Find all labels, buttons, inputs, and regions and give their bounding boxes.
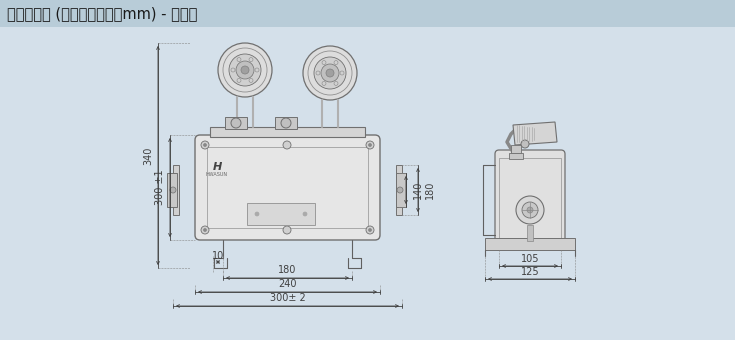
Polygon shape xyxy=(513,122,557,145)
Circle shape xyxy=(283,141,291,149)
Circle shape xyxy=(231,118,241,128)
Text: 180: 180 xyxy=(279,265,297,275)
Bar xyxy=(167,173,177,207)
Circle shape xyxy=(218,43,272,97)
Text: 300 ±1: 300 ±1 xyxy=(155,170,165,205)
Text: 外形示意图 (所有尺寸单位为mm) - 可修改: 外形示意图 (所有尺寸单位为mm) - 可修改 xyxy=(7,6,198,21)
Text: 340: 340 xyxy=(143,146,153,165)
Circle shape xyxy=(204,228,207,232)
Bar xyxy=(509,153,523,159)
Circle shape xyxy=(368,228,371,232)
Text: 105: 105 xyxy=(521,254,539,264)
FancyBboxPatch shape xyxy=(495,150,565,250)
Bar xyxy=(275,117,297,129)
Text: HWASUN: HWASUN xyxy=(206,172,228,177)
Text: 140: 140 xyxy=(413,181,423,199)
Bar xyxy=(396,165,402,215)
Text: 300± 2: 300± 2 xyxy=(270,293,305,303)
Circle shape xyxy=(321,64,339,82)
Circle shape xyxy=(527,207,533,213)
Circle shape xyxy=(170,187,176,193)
Circle shape xyxy=(521,140,529,148)
Circle shape xyxy=(397,187,403,193)
Bar xyxy=(527,225,533,241)
Bar xyxy=(225,117,247,129)
Circle shape xyxy=(281,118,291,128)
Circle shape xyxy=(368,143,371,147)
Circle shape xyxy=(204,143,207,147)
Circle shape xyxy=(236,61,254,79)
Circle shape xyxy=(303,46,357,100)
Bar xyxy=(0,0,735,27)
Circle shape xyxy=(303,212,307,216)
Circle shape xyxy=(229,54,261,86)
Bar xyxy=(207,147,368,228)
Circle shape xyxy=(314,57,346,89)
Bar xyxy=(173,165,179,215)
Text: 10: 10 xyxy=(212,251,224,261)
Bar xyxy=(485,238,575,250)
FancyBboxPatch shape xyxy=(195,135,380,240)
Circle shape xyxy=(366,141,374,149)
Text: 180: 180 xyxy=(425,181,435,199)
Bar xyxy=(247,203,315,225)
Text: H: H xyxy=(212,162,222,172)
Circle shape xyxy=(241,66,249,74)
Circle shape xyxy=(326,69,334,77)
Bar xyxy=(210,127,365,137)
Circle shape xyxy=(201,141,209,149)
Circle shape xyxy=(201,226,209,234)
Bar xyxy=(499,158,561,246)
Bar xyxy=(396,173,406,207)
Circle shape xyxy=(516,196,544,224)
Circle shape xyxy=(366,226,374,234)
Text: 240: 240 xyxy=(279,279,297,289)
Bar xyxy=(511,145,521,153)
Text: 125: 125 xyxy=(520,267,539,277)
Circle shape xyxy=(255,212,259,216)
Circle shape xyxy=(283,226,291,234)
Circle shape xyxy=(522,202,538,218)
